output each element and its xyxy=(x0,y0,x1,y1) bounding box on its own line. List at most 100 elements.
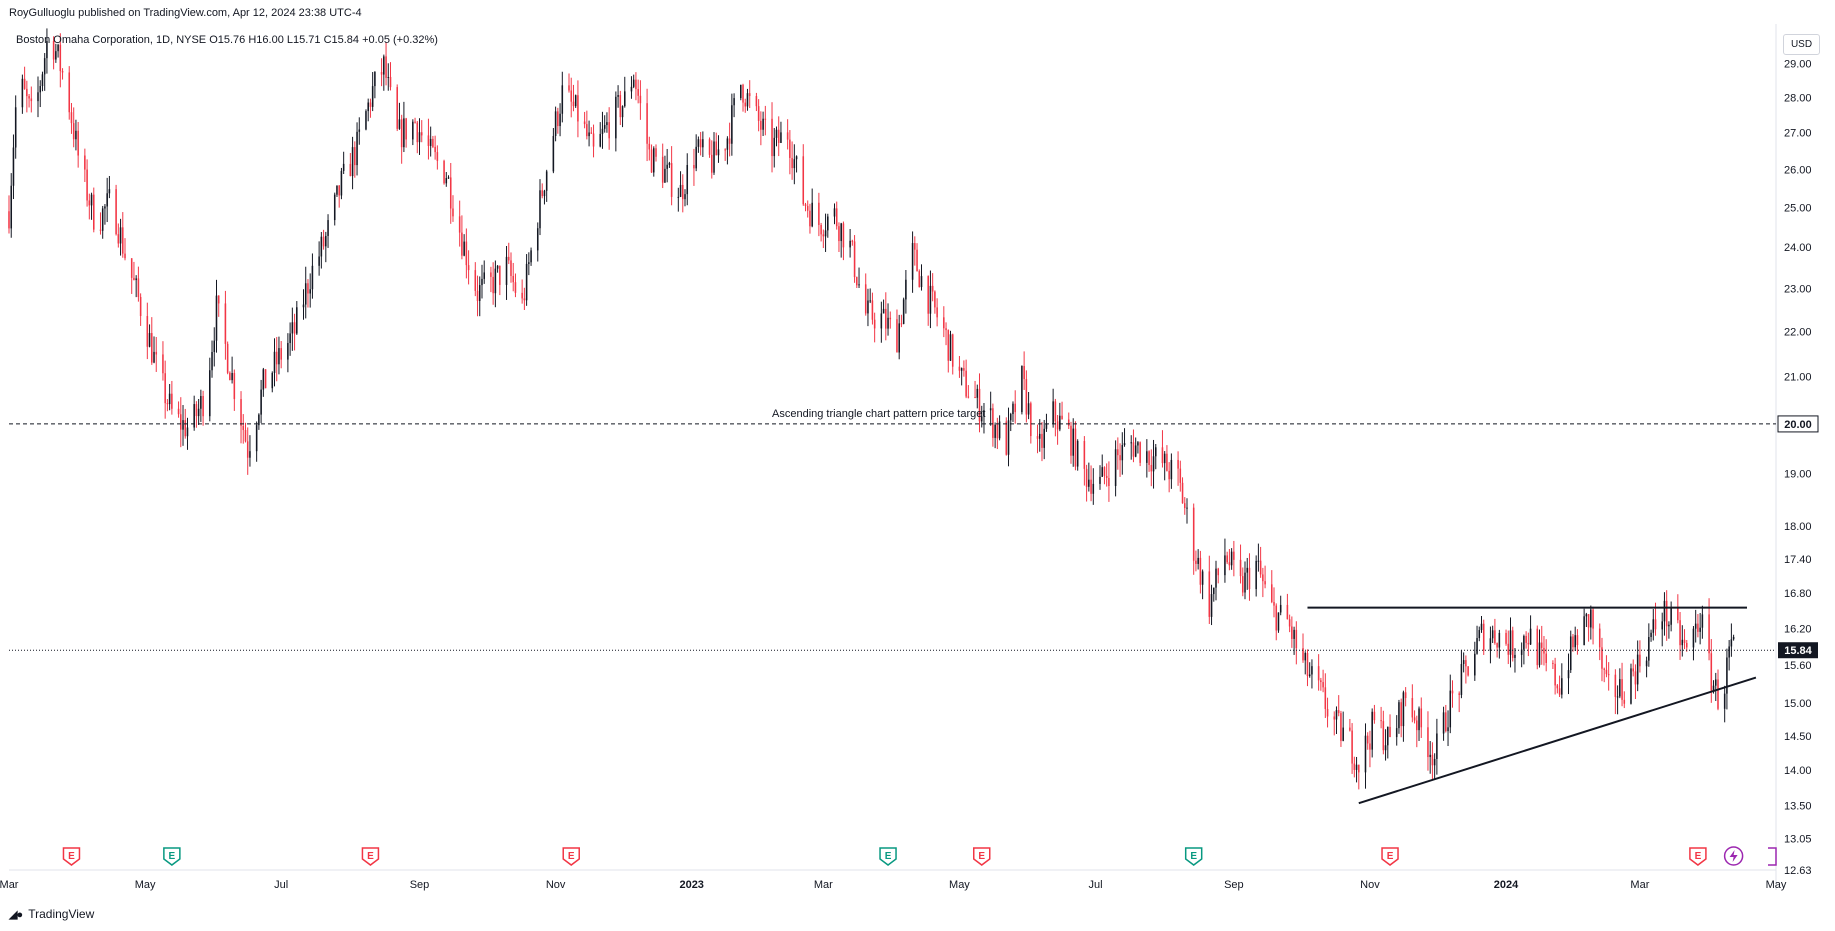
candle-body xyxy=(1514,654,1516,658)
candle-body xyxy=(447,177,450,179)
candle-body xyxy=(1616,696,1619,698)
candle-body xyxy=(1161,447,1164,464)
candle-body xyxy=(1186,507,1188,509)
candle-body xyxy=(958,366,961,371)
candle-body xyxy=(1536,628,1539,666)
candle-body xyxy=(1177,459,1179,469)
candle-body xyxy=(1630,668,1632,704)
candle-body xyxy=(1619,679,1621,697)
candle-body xyxy=(244,430,247,442)
candle-body xyxy=(242,425,245,431)
candle-body xyxy=(309,289,311,294)
candle-body xyxy=(429,138,432,146)
candle-body xyxy=(432,138,434,147)
candle-body xyxy=(1083,440,1086,469)
candle-body xyxy=(452,208,454,217)
candle-body xyxy=(280,348,282,360)
candle-body xyxy=(773,137,776,157)
candle-body xyxy=(880,313,883,329)
candle-body xyxy=(1592,609,1594,629)
currency-button[interactable]: USD xyxy=(1783,34,1820,55)
candle-body xyxy=(811,202,813,227)
candle-body xyxy=(677,196,680,198)
candle-body xyxy=(200,396,202,409)
earnings-marker xyxy=(972,847,991,866)
candle-body xyxy=(1324,687,1327,709)
candle-body xyxy=(1634,671,1637,685)
candle-body xyxy=(1088,479,1090,487)
candle-body xyxy=(1603,668,1605,670)
candle-body xyxy=(467,265,470,271)
candle-body xyxy=(603,125,606,129)
candle-body xyxy=(818,202,820,225)
tradingview-logo[interactable]: ◢● TradingView xyxy=(9,907,94,921)
candle-body xyxy=(383,56,385,75)
candle-body xyxy=(166,403,169,405)
candle-body xyxy=(405,118,407,140)
earnings-marker-label: E xyxy=(1695,851,1702,862)
candle-body xyxy=(1639,654,1641,667)
candle-body xyxy=(1652,619,1655,633)
candle-body xyxy=(249,451,251,458)
candle-body xyxy=(264,369,267,389)
candle-body xyxy=(541,190,544,197)
candle-body xyxy=(117,234,120,244)
candle-body xyxy=(476,290,479,301)
candle-body xyxy=(1027,403,1030,415)
candle-body xyxy=(1105,475,1108,478)
candle-body xyxy=(615,96,617,139)
candle-body xyxy=(492,276,494,294)
candle-body xyxy=(403,118,405,148)
price-tick-label: 25.00 xyxy=(1784,202,1812,214)
candle-body xyxy=(1699,627,1701,632)
price-tick-label: 16.80 xyxy=(1784,588,1812,600)
candle-body xyxy=(1384,745,1387,751)
candle-body xyxy=(902,299,905,324)
candle-body xyxy=(465,241,468,266)
candle-body xyxy=(835,208,838,227)
candle-body xyxy=(1460,663,1463,695)
candle-body xyxy=(1465,660,1467,667)
candle-body xyxy=(10,185,13,229)
candle-body xyxy=(755,96,758,107)
candle-body xyxy=(231,373,233,381)
candle-body xyxy=(1400,702,1402,727)
candle-body xyxy=(521,292,523,299)
candle-body xyxy=(851,240,854,242)
candle-body xyxy=(920,276,923,288)
candle-body xyxy=(1561,678,1563,695)
candle-body xyxy=(775,129,778,138)
price-tick-label: 15.60 xyxy=(1784,660,1812,672)
candle-body xyxy=(822,234,825,237)
candle-body xyxy=(1197,557,1199,564)
candle-body xyxy=(1257,560,1260,562)
candle-body xyxy=(1045,424,1048,429)
candle-body xyxy=(55,51,57,60)
candle-body xyxy=(965,370,967,397)
candle-body xyxy=(905,279,907,300)
candle-body xyxy=(639,95,642,104)
candle-body xyxy=(936,307,938,318)
candle-body xyxy=(686,164,689,195)
candle-body xyxy=(601,128,604,134)
candle-body xyxy=(793,159,796,169)
time-tick-label: May xyxy=(135,879,156,891)
candle-body xyxy=(1217,568,1220,576)
candle-body xyxy=(1569,636,1572,671)
candle-body xyxy=(1451,690,1454,694)
candle-body xyxy=(1090,479,1092,494)
candle-body xyxy=(523,298,526,301)
candle-body xyxy=(371,86,374,107)
earnings-marker-label: E xyxy=(885,851,892,862)
candle-body xyxy=(1358,764,1360,773)
candle-body xyxy=(1730,639,1733,647)
candle-body xyxy=(130,258,133,278)
candle-body xyxy=(1259,560,1262,575)
candle-body xyxy=(1527,642,1530,645)
candle-body xyxy=(1683,639,1686,643)
candle-body xyxy=(1195,560,1197,564)
candle-body xyxy=(588,132,590,137)
candle-body xyxy=(586,124,588,137)
candle-body xyxy=(490,272,492,277)
